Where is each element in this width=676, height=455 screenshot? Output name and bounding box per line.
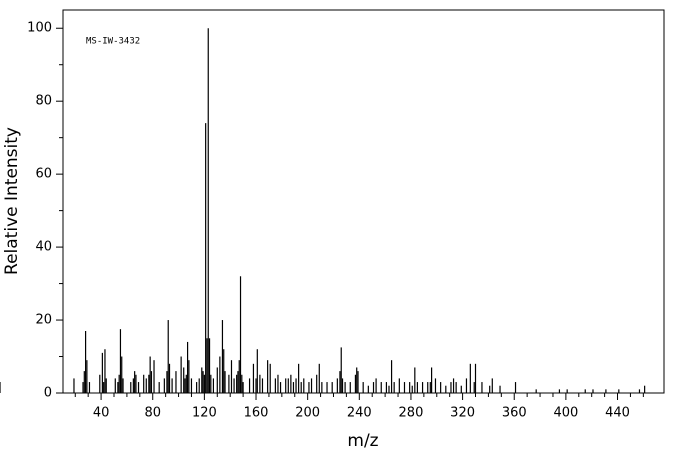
y-tick-label: 20 [35, 313, 52, 328]
x-tick-label: 40 [93, 406, 110, 421]
plot-frame [62, 9, 665, 394]
x-tick-label: 400 [553, 406, 578, 421]
x-tick-label: 440 [605, 406, 630, 421]
y-tick-label: 100 [27, 21, 52, 36]
x-tick-label: 280 [399, 406, 424, 421]
y-tick-label: 0 [44, 386, 52, 401]
x-tick-label: 360 [502, 406, 527, 421]
y-tick-label: 60 [35, 167, 52, 182]
annotation: MS-IW-3432 [86, 37, 140, 47]
x-tick-label: 320 [450, 406, 475, 421]
x-tick-label: 160 [244, 406, 269, 421]
x-tick-label: 120 [192, 406, 217, 421]
x-tick-label: 240 [347, 406, 372, 421]
y-axis-label: Relative Intensity [2, 127, 22, 275]
y-tick-label: 40 [35, 240, 52, 255]
x-axis-label: m/z [347, 431, 378, 451]
x-tick-label: 200 [295, 406, 320, 421]
x-tick-label: 80 [144, 406, 161, 421]
y-tick-label: 80 [35, 94, 52, 109]
